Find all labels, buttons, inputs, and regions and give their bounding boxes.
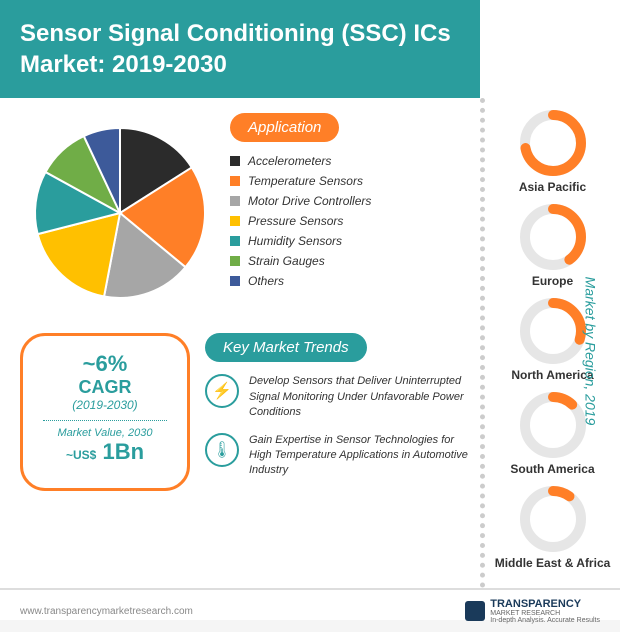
- region-label: North America: [511, 368, 593, 382]
- trend-icon: 🌡: [205, 433, 239, 467]
- trend-text: Gain Expertise in Sensor Technologies fo…: [249, 433, 470, 479]
- stat-box: ~6% CAGR (2019-2030) Market Value, 2030 …: [20, 333, 190, 490]
- left-column: Application Accelerometers Temperature Se…: [0, 98, 480, 588]
- footer-url: www.transparencymarketresearch.com: [20, 606, 193, 617]
- trend-icon: ⚡: [205, 374, 239, 408]
- market-value-label: Market Value, 2030: [43, 427, 167, 439]
- mv-prefix: ~US$: [66, 448, 96, 462]
- header: Sensor Signal Conditioning (SSC) ICs Mar…: [0, 0, 480, 98]
- legend-item: Temperature Sensors: [230, 174, 470, 188]
- region-donut: [518, 390, 588, 460]
- region-donut: [518, 202, 588, 272]
- region-axis-label: Market by Region, 2019: [583, 277, 599, 426]
- footer-logo: TRANSPARENCY MARKET RESEARCH In-depth An…: [465, 598, 600, 624]
- region-item: Middle East & Africa: [495, 484, 611, 570]
- bottom-row: ~6% CAGR (2019-2030) Market Value, 2030 …: [20, 333, 470, 490]
- top-row: Application Accelerometers Temperature Se…: [20, 113, 470, 313]
- region-item: Asia Pacific: [495, 108, 611, 194]
- logo-text-wrap: TRANSPARENCY MARKET RESEARCH In-depth An…: [490, 598, 600, 624]
- region-item: Europe: [495, 202, 611, 288]
- cagr-label: CAGR: [43, 377, 167, 398]
- legend-item: Pressure Sensors: [230, 214, 470, 228]
- main-content: Application Accelerometers Temperature Se…: [0, 98, 620, 588]
- trends-badge: Key Market Trends: [205, 333, 367, 362]
- market-value: ~US$ 1Bn: [43, 439, 167, 465]
- trend-item: 🌡 Gain Expertise in Sensor Technologies f…: [205, 433, 470, 479]
- region-label: Middle East & Africa: [495, 556, 611, 570]
- region-label: Europe: [532, 274, 573, 288]
- application-badge: Application: [230, 113, 339, 142]
- region-donut: [518, 484, 588, 554]
- logo-mark-icon: [465, 601, 485, 621]
- footer: www.transparencymarketresearch.com TRANS…: [0, 588, 620, 632]
- region-label: South America: [510, 462, 594, 476]
- legend-item: Motor Drive Controllers: [230, 194, 470, 208]
- logo-brand2: MARKET RESEARCH: [490, 610, 600, 617]
- application-column: Application Accelerometers Temperature Se…: [220, 113, 470, 294]
- region-donut: [518, 108, 588, 178]
- legend-item: Others: [230, 274, 470, 288]
- pie-chart: [20, 113, 220, 313]
- trends-column: Key Market Trends ⚡ Develop Sensors that …: [205, 333, 470, 490]
- cagr-period: (2019-2030): [43, 398, 167, 412]
- trends-list: ⚡ Develop Sensors that Deliver Uninterrup…: [205, 374, 470, 478]
- mv-value: 1Bn: [102, 439, 144, 464]
- region-label: Asia Pacific: [519, 180, 586, 194]
- infographic-root: Sensor Signal Conditioning (SSC) ICs Mar…: [0, 0, 620, 620]
- trend-item: ⚡ Develop Sensors that Deliver Uninterrup…: [205, 374, 470, 420]
- legend-item: Humidity Sensors: [230, 234, 470, 248]
- right-column: Market by Region, 2019 Asia Pacific Euro…: [480, 98, 620, 588]
- pie-legend: Accelerometers Temperature Sensors Motor D…: [230, 154, 470, 288]
- region-donut: [518, 296, 588, 366]
- divider: [43, 420, 167, 421]
- cagr-value: ~6%: [43, 351, 167, 377]
- logo-tag: In-depth Analysis. Accurate Results: [490, 617, 600, 624]
- legend-item: Accelerometers: [230, 154, 470, 168]
- page-title: Sensor Signal Conditioning (SSC) ICs Mar…: [20, 18, 460, 80]
- trend-text: Develop Sensors that Deliver Uninterrupt…: [249, 374, 470, 420]
- logo-brand: TRANSPARENCY: [490, 598, 600, 610]
- legend-item: Strain Gauges: [230, 254, 470, 268]
